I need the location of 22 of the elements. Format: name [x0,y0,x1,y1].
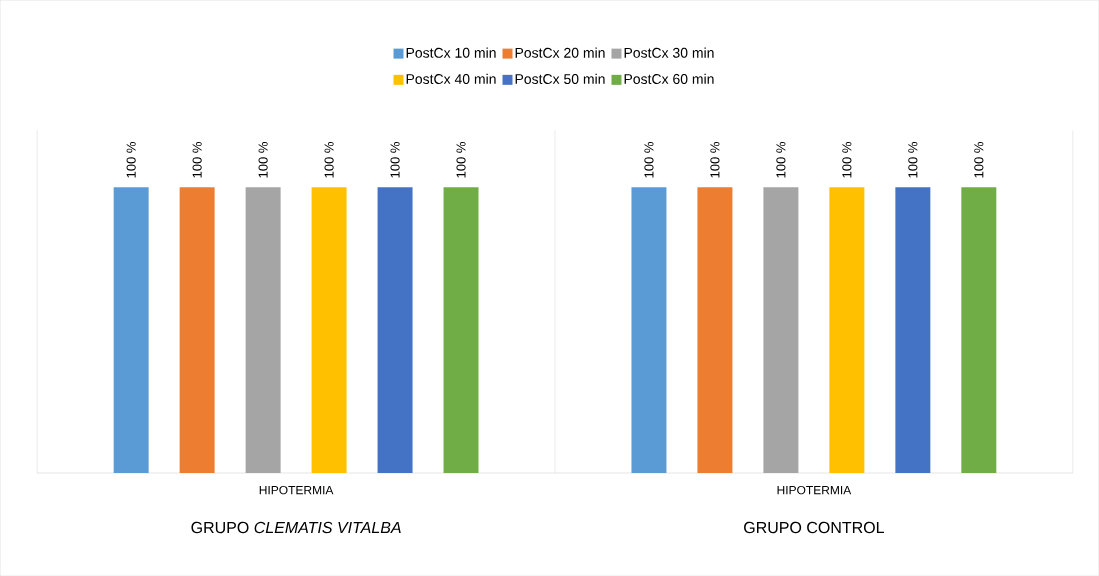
data-label: 100 % [644,141,654,178]
x-tick-label: HIPOTERMIA [259,485,334,495]
data-label: 100 % [842,141,852,178]
data-label: 100 % [324,141,334,178]
data-label: 100 % [390,141,400,178]
data-label: 100 % [456,141,466,178]
legend-label: PostCx 30 min [624,47,714,58]
legend-label: PostCx 20 min [515,47,605,58]
data-label: 100 % [192,141,202,178]
data-label: 100 % [776,141,786,178]
data-label: 100 % [258,141,268,178]
data-label: 100 % [974,141,984,178]
legend-label: PostCx 40 min [406,73,496,84]
text: GRUPO CONTROL [744,521,884,534]
legend-label: PostCx 60 min [624,73,714,84]
legend-label: PostCx 10 min [406,47,496,58]
text: GRUPO CLEMATIS VITALBA [191,521,401,534]
data-label: 100 % [126,141,136,178]
legend-label: PostCx 50 min [515,73,605,84]
data-label: 100 % [710,141,720,178]
data-label: 100 % [908,141,918,178]
x-tick-label: HIPOTERMIA [777,485,852,495]
